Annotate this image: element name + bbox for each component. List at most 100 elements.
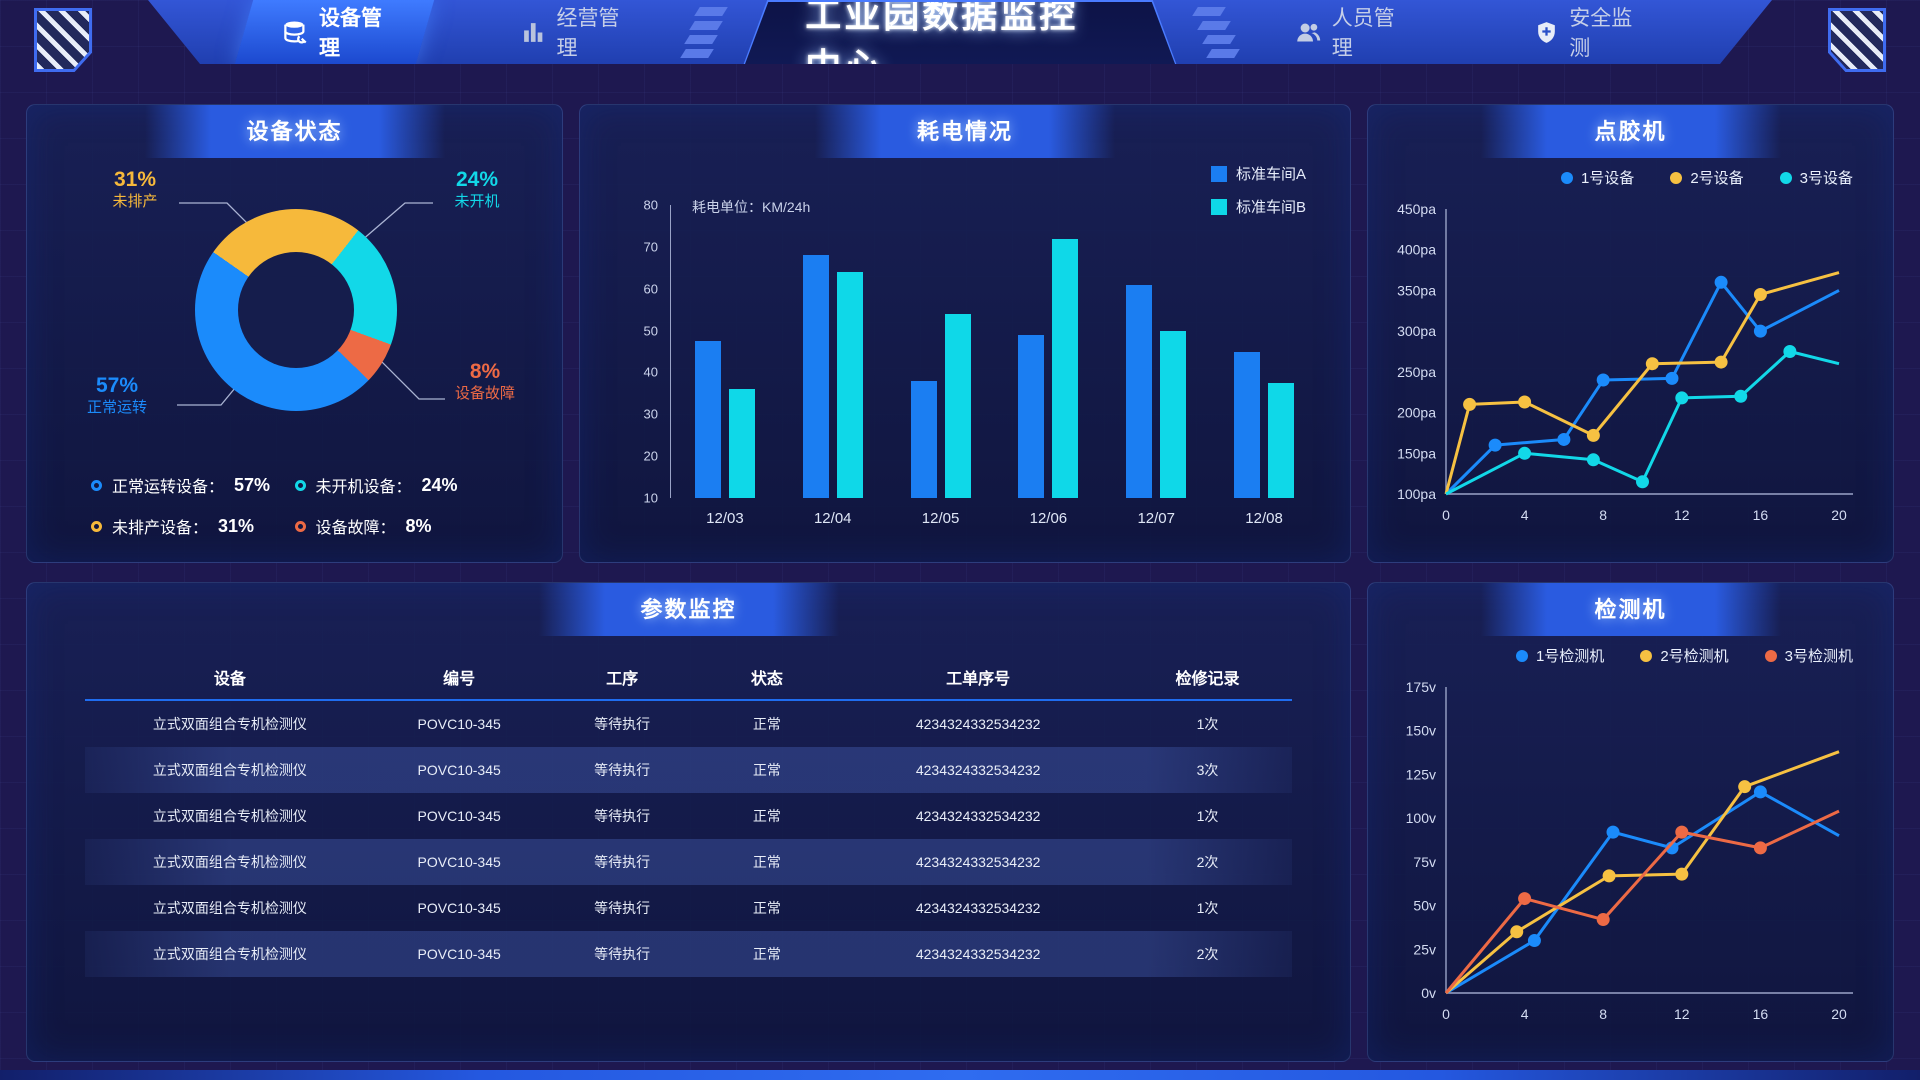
line-legend-item-1号检测机[interactable]: 1号检测机	[1515, 645, 1605, 666]
status-legend-item[interactable]: 设备故障： 8%	[294, 514, 499, 538]
series-point	[1518, 892, 1532, 906]
y-tick-label: 25v	[1413, 941, 1436, 957]
nav-tabs-right: 人员管理 安全监测	[1251, 0, 1682, 64]
table-cell: 4234324332534232	[915, 854, 1041, 870]
line-legend-item-3号检测机[interactable]: 3号检测机	[1764, 645, 1853, 666]
table-col-编号: 编号	[443, 671, 476, 688]
dispenser-line-chart: 100pa 150pa 200pa 250pa 300pa 350pa 400pa 450pa…	[1382, 197, 1877, 540]
bar-标准车间B	[1052, 238, 1079, 498]
filmstrip-decoration-right	[1181, 0, 1251, 64]
x-tick-label: 0	[1442, 507, 1450, 523]
table-cell: 正常	[752, 716, 781, 732]
y-tick-label: 250pa	[1397, 364, 1436, 380]
table-cell: 等待执行	[594, 946, 651, 962]
bar-标准车间A	[1126, 284, 1153, 498]
y-tick-label: 60	[643, 281, 658, 297]
tab-设备管理[interactable]: 设备管理	[238, 0, 431, 64]
panel-title-params: 参数监控	[538, 583, 839, 636]
device-status-donut-chart	[195, 209, 397, 411]
status-legend-item[interactable]: 未开机设备： 24%	[294, 473, 499, 497]
table-cell: POVC10-345	[417, 762, 501, 778]
line-legend-label: 2号设备	[1690, 170, 1744, 187]
bar-标准车间B	[836, 271, 863, 498]
y-tick-label: 200pa	[1397, 405, 1436, 421]
dispenser-chart-legend: 1号设备 2号设备 3号设备	[1388, 167, 1853, 188]
x-tick-label: 20	[1831, 1006, 1847, 1022]
title-frame: 工业园数据监控中心	[739, 0, 1181, 76]
status-legend-item[interactable]: 正常运转设备： 57%	[91, 473, 295, 497]
series-point	[1527, 934, 1541, 948]
tab-label: 设备管理	[319, 7, 382, 60]
donut-callout-percent: 8%	[469, 360, 501, 383]
table-cell: 等待执行	[594, 900, 651, 916]
bar-标准车间B	[728, 389, 755, 498]
status-legend-value: 57%	[234, 474, 271, 495]
table-cell: 2次	[1196, 946, 1219, 962]
table-col-工序: 工序	[606, 671, 639, 688]
line-legend-item-2号设备[interactable]: 2号设备	[1670, 167, 1744, 188]
tab-经营管理[interactable]: 经营管理	[477, 0, 669, 64]
series-point	[1753, 288, 1767, 301]
panel-title-device-status: 设备状态	[144, 105, 445, 158]
line-legend-label: 1号设备	[1580, 170, 1635, 187]
parameter-table: 设备 编号 工序 状态 工单序号 检修记录 立式双面组合专机检测仪 POVC10-345 等待…	[85, 655, 1292, 977]
donut-callout-未排产: 31% 未排产	[73, 167, 197, 212]
series-point	[1488, 438, 1502, 452]
donut-callout-percent: 57%	[95, 374, 139, 397]
bar-legend-item-标准车间B[interactable]: 标准车间B	[1210, 196, 1306, 217]
x-tick-label: 12/07	[1137, 510, 1175, 527]
table-cell: POVC10-345	[417, 808, 501, 824]
y-tick-label: 30	[643, 406, 658, 422]
donut-callout-label: 未开机	[454, 193, 500, 211]
status-legend-label: 未开机设备：	[315, 479, 412, 496]
y-tick-label: 100v	[1406, 810, 1436, 826]
table-cell: 1次	[1196, 900, 1219, 916]
x-tick-label: 12/04	[813, 510, 852, 527]
line2-svg: 0v 25v 50v 75v 100v 125v 150v 175v 0 4 8 12 16 20	[1406, 679, 1853, 1022]
bar-标准车间A	[910, 380, 937, 498]
status-legend-item[interactable]: 未排产设备： 31%	[91, 514, 295, 538]
panel-detector: 检测机 1号检测机 2号检测机 3号检测机 0v 25v 50v 75v 100v 125v 1…	[1367, 582, 1894, 1062]
panel-dispenser: 点胶机 1号设备 2号设备 3号设备 100pa 150pa 200pa 250pa 300…	[1367, 104, 1894, 563]
donut-callout-未开机: 24% 未开机	[415, 167, 539, 212]
line-legend-item-2号检测机[interactable]: 2号检测机	[1640, 645, 1729, 666]
line-legend-item-1号设备[interactable]: 1号设备	[1560, 167, 1635, 188]
table-cell: 立式双面组合专机检测仪	[152, 808, 307, 824]
legend-dot-icon	[1670, 171, 1683, 184]
tab-安全监测[interactable]: 安全监测	[1490, 0, 1682, 64]
table-cell: 4234324332534232	[915, 808, 1041, 824]
series-point	[1665, 371, 1679, 385]
bar-legend-item-标准车间A[interactable]: 标准车间A	[1210, 163, 1306, 184]
table-cell: 4234324332534232	[915, 762, 1041, 778]
table-cell: 正常	[752, 900, 781, 916]
table-cell: 正常	[752, 762, 781, 778]
panel-power-consumption: 耗电情况 耗电单位：KM/24h 标准车间A 标准车间B 10 20 30 40 50 60…	[579, 104, 1351, 563]
panel-title-detector: 检测机	[1480, 583, 1781, 636]
series-point	[1463, 397, 1477, 411]
nav-band: 设备管理 经营管理 工业园数据监控中心 人员管理 安全监测	[148, 0, 1772, 64]
tab-label: 人员管理	[1331, 7, 1395, 60]
table-cell: 正常	[752, 946, 781, 962]
device-status-legend: 正常运转设备： 57% 未开机设备： 24% 未排产设备： 31% 设备故障： 8%	[27, 473, 562, 538]
table-body: 立式双面组合专机检测仪 POVC10-345 等待执行 正常 4234324332534…	[85, 701, 1292, 977]
series-line-2号检测机	[1445, 750, 1840, 995]
x-tick-label: 8	[1599, 1006, 1607, 1022]
series-point	[1753, 841, 1767, 855]
donut-callout-label: 未排产	[112, 193, 158, 211]
panel-parameter-monitor: 参数监控 设备 编号 工序 状态 工单序号 检修记录 立式双面组合专机检测仪 POVC10-…	[26, 582, 1351, 1062]
x-tick-label: 12/06	[1029, 510, 1068, 527]
power-unit-note: 耗电单位：KM/24h	[692, 199, 811, 215]
series-point	[1518, 395, 1532, 409]
series-line-1号检测机	[1445, 790, 1840, 995]
bar-legend-label: 标准车间A	[1235, 166, 1306, 183]
tab-人员管理[interactable]: 人员管理	[1251, 0, 1444, 64]
filmstrip-decoration-left	[669, 0, 739, 64]
shield-icon	[1534, 20, 1559, 45]
table-cell: 立式双面组合专机检测仪	[152, 946, 307, 962]
bar-chart-icon	[521, 20, 546, 45]
line-legend-label: 1号检测机	[1535, 648, 1605, 665]
line-legend-item-3号设备[interactable]: 3号设备	[1779, 167, 1853, 188]
donut-callout-label: 设备故障	[454, 385, 515, 403]
title-group: 工业园数据监控中心	[669, 0, 1251, 64]
series-point	[1510, 925, 1524, 939]
